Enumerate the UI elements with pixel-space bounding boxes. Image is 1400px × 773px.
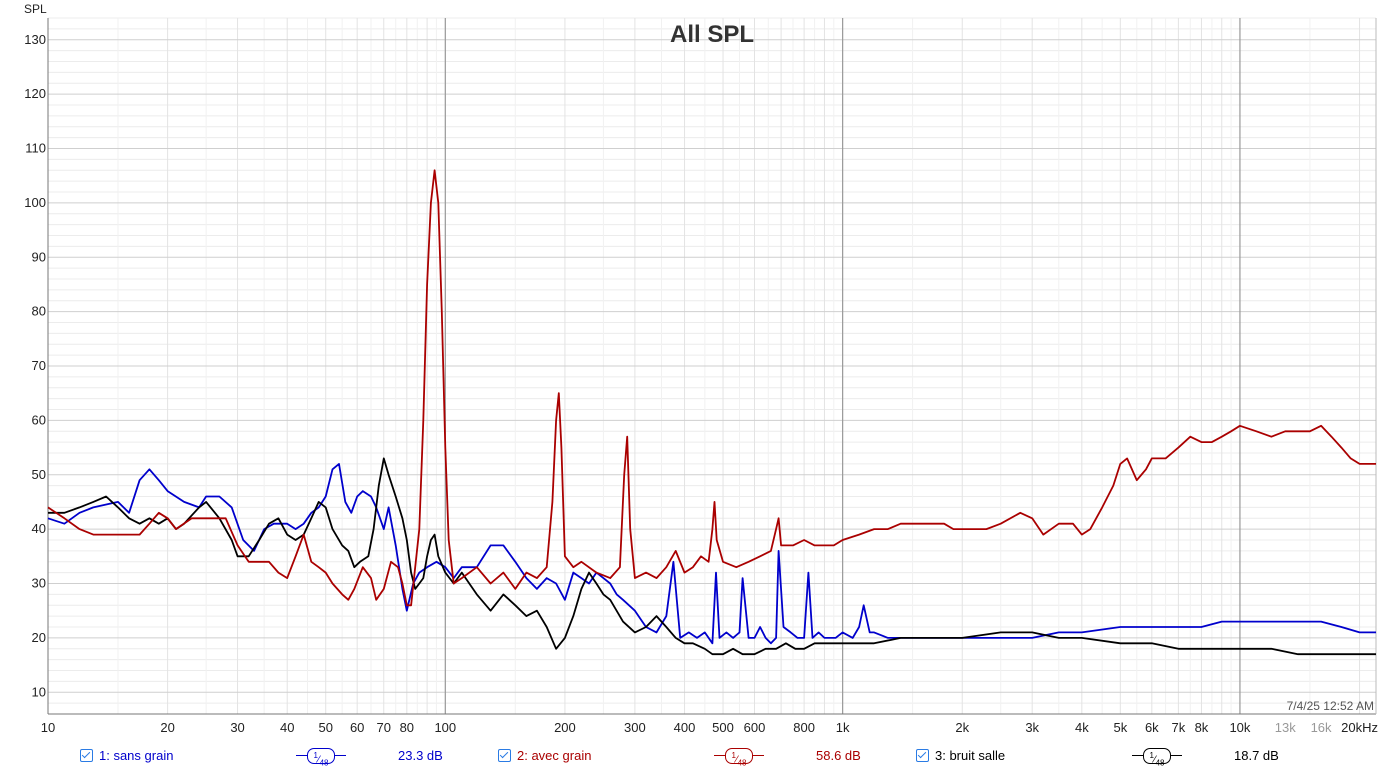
x-tick-label: 500 [712,720,734,735]
x-tick-label: 600 [744,720,766,735]
chart-grid [47,17,1376,714]
legend-item-avec-grain[interactable]: 2: avec grain [498,748,591,763]
smoothing-value: 1⁄48 [725,748,753,767]
x-tick-label: 20kHz [1341,720,1378,735]
series-name-1: 1: sans grain [99,748,174,763]
y-tick-label: 10 [32,684,46,699]
x-tick-label: 200 [554,720,576,735]
timestamp: 7/4/25 12:52 AM [1287,699,1374,713]
x-tick-label: 2k [955,720,969,735]
checkbox-icon[interactable] [498,749,511,762]
y-tick-label: 30 [32,576,46,591]
spl-chart: 10 20 30 40 50 60 70 80 90 100 110 120 130 10 20 30 40 50… [24,2,1378,735]
legend-item-sans-grain[interactable]: 1: sans grain [80,748,173,763]
y-tick-label: 100 [24,195,46,210]
x-tick-label: 300 [624,720,646,735]
x-tick-label: 50 [318,720,332,735]
x-tick-label: 10k [1229,720,1250,735]
smoothing-control-3[interactable]: 1⁄48 [1132,747,1182,767]
series-name-2: 2: avec grain [517,748,592,763]
y-tick-label: 70 [32,358,46,373]
smoothing-control-2[interactable]: 1⁄48 [714,747,764,767]
x-tick-label: 800 [793,720,815,735]
series-lines [47,169,1376,656]
y-tick-label: 110 [25,141,46,156]
smoothing-control-1[interactable]: 1⁄48 [296,747,346,767]
x-tick-label: 20 [160,720,174,735]
x-tick-label: 10 [41,720,55,735]
x-tick-label: 8k [1195,720,1209,735]
y-tick-label: 60 [32,412,46,427]
y-tick-label: 20 [32,630,46,645]
x-tick-label: 70 [377,720,391,735]
y-tick-label: 130 [24,32,46,47]
series-line-3 [48,457,1376,656]
x-tick-label: 1k [836,720,850,735]
chart-axes [47,18,1377,715]
tick-labels: 10 20 30 40 50 60 70 80 90 100 110 120 130 10 20 30 40 50… [24,32,1378,735]
x-tick-label: 5k [1113,720,1127,735]
x-tick-label: 3k [1025,720,1039,735]
y-tick-label: 80 [32,304,46,319]
smoothing-value: 1⁄48 [307,748,335,767]
x-tick-label: 30 [230,720,244,735]
x-tick-label: 40 [280,720,294,735]
legend-item-bruit-salle[interactable]: 3: bruit salle [916,748,1005,763]
checkbox-icon[interactable] [80,749,93,762]
y-axis-label: SPL [24,2,47,16]
x-tick-label: 7k [1172,720,1186,735]
x-tick-label: 100 [434,720,456,735]
level-readout-2: 58.6 dB [816,748,861,763]
series-name-3: 3: bruit salle [935,748,1006,763]
y-tick-label: 120 [24,86,46,101]
x-tick-label: 80 [400,720,414,735]
smoothing-value: 1⁄48 [1143,748,1171,767]
y-tick-label: 40 [32,521,46,536]
level-readout-3: 18.7 dB [1234,748,1279,763]
series-line-2 [47,169,1376,607]
x-tick-label: 4k [1075,720,1089,735]
series-line-1 [47,463,1376,645]
x-tick-label: 60 [350,720,364,735]
checkbox-icon[interactable] [916,749,929,762]
chart-title: All SPL [670,21,754,48]
x-tick-label: 6k [1145,720,1159,735]
y-tick-label: 90 [32,249,46,264]
x-tick-label: 16k [1311,720,1332,735]
y-tick-label: 50 [32,467,46,482]
legend-bar: 1: sans grain 1⁄48 23.3 dB 2: avec grain… [0,744,1400,772]
x-tick-label: 13k [1275,720,1296,735]
level-readout-1: 23.3 dB [398,748,443,763]
x-tick-label: 400 [674,720,696,735]
